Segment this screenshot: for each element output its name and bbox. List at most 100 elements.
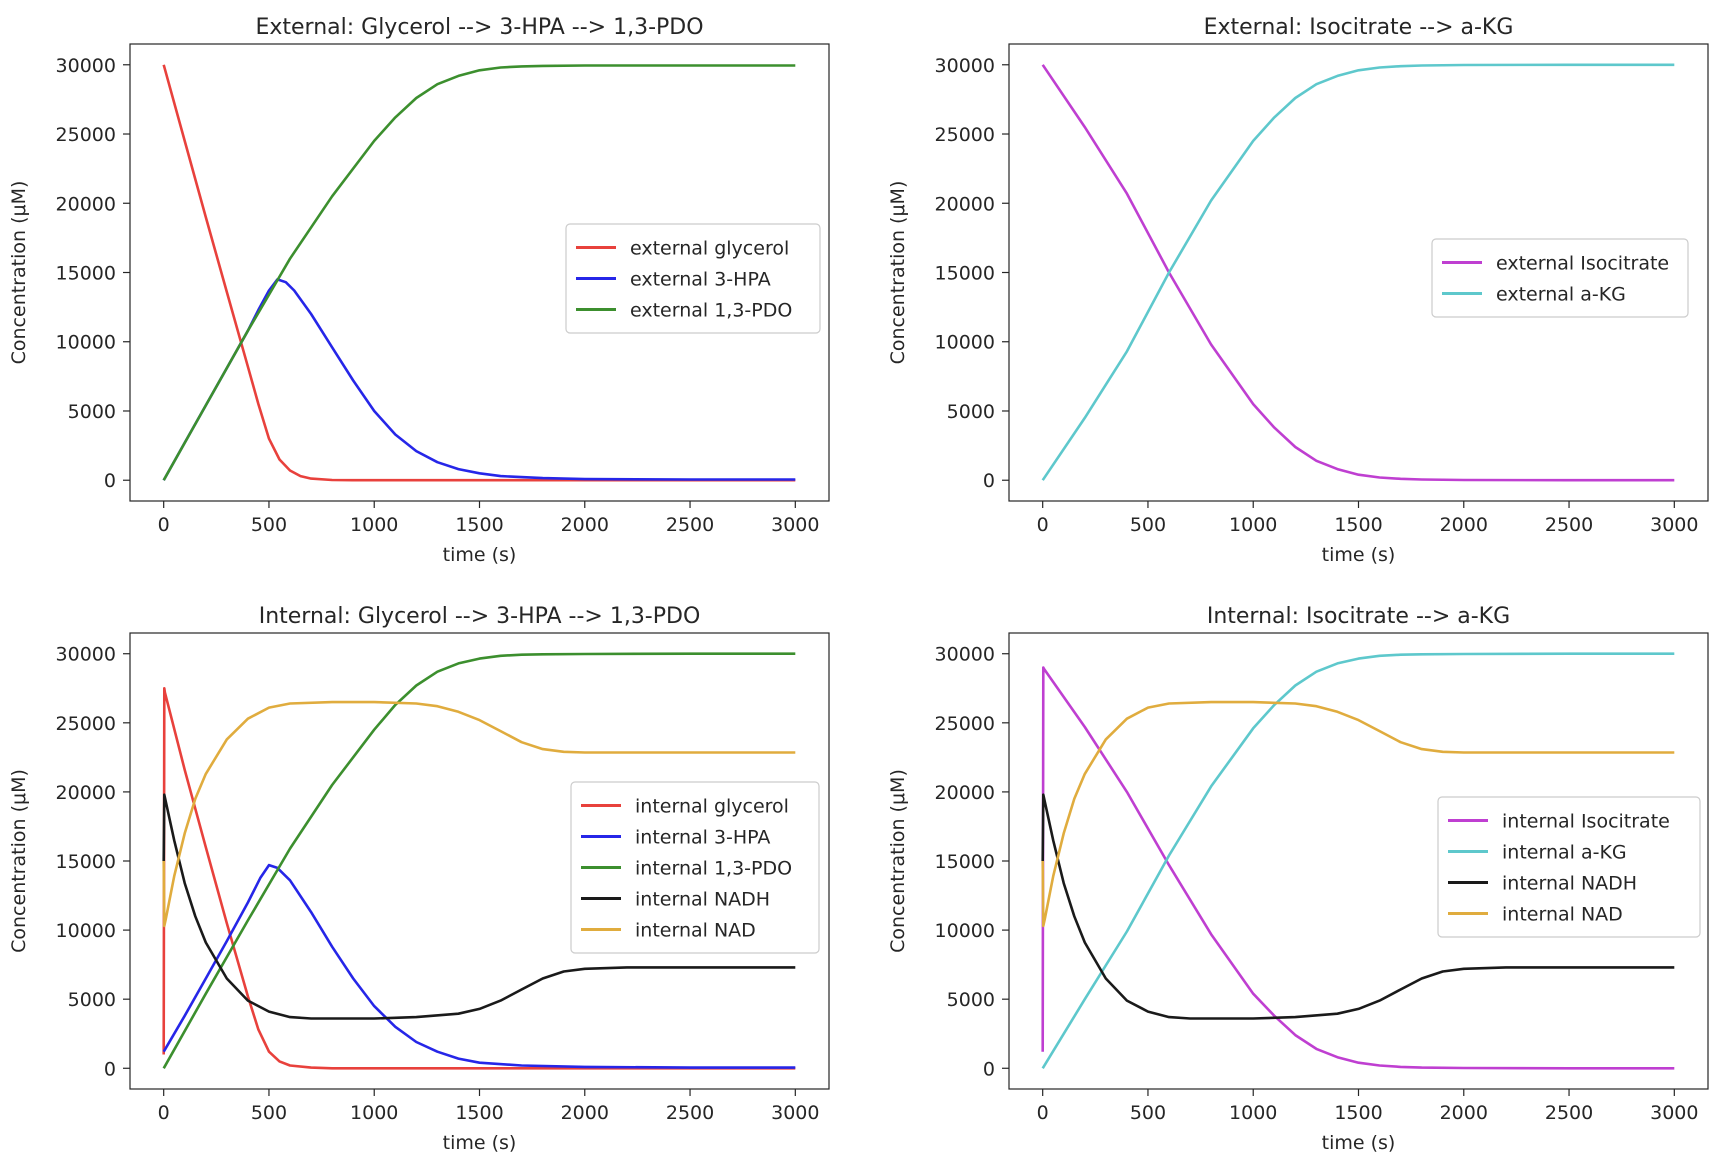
series-line-2 [1041, 652, 1675, 1069]
y-tick-label: 0 [104, 470, 116, 492]
x-tick-label: 1000 [350, 514, 398, 536]
y-tick-label: 30000 [935, 644, 995, 666]
y-tick-label: 0 [983, 470, 995, 492]
series-line-4 [162, 793, 796, 1020]
series-line-1 [162, 687, 796, 1070]
x-axis-label: time (s) [1322, 1132, 1396, 1154]
y-tick-label: 25000 [935, 713, 995, 735]
x-axis-label: time (s) [443, 544, 517, 566]
chart-panel-1: External: Glycerol --> 3-HPA --> 1,3-PDO… [8, 15, 830, 566]
y-tick-label: 30000 [935, 55, 995, 77]
x-tick-label: 1500 [1334, 514, 1382, 536]
y-tick-label: 10000 [935, 920, 995, 942]
y-tick-label: 5000 [68, 989, 116, 1011]
x-tick-label: 2000 [1440, 514, 1488, 536]
x-tick-label: 1500 [1334, 1102, 1382, 1124]
y-tick-label: 25000 [56, 713, 116, 735]
legend-label: external 3-HPA [630, 269, 771, 291]
y-axis-label: Concentration (μM) [887, 769, 909, 953]
series-lines [162, 64, 796, 482]
x-tick-label: 500 [251, 514, 287, 536]
x-tick-label: 2000 [561, 514, 609, 536]
series-line-5 [162, 700, 796, 928]
y-tick-label: 15000 [56, 851, 116, 873]
x-tick-label: 0 [1037, 514, 1049, 536]
legend-label: external glycerol [630, 238, 789, 260]
y-tick-label: 20000 [935, 782, 995, 804]
y-tick-label: 10000 [56, 920, 116, 942]
series-lines [1041, 652, 1675, 1070]
y-tick-label: 0 [104, 1058, 116, 1080]
x-tick-label: 1000 [1229, 1102, 1277, 1124]
series-line-1 [1041, 64, 1675, 482]
x-tick-label: 3000 [1650, 514, 1698, 536]
series-line-1 [162, 64, 796, 482]
y-tick-label: 15000 [935, 851, 995, 873]
chart-panel-4: Internal: Isocitrate --> a-KG 0 500 1000 150… [887, 604, 1709, 1154]
x-tick-label: 500 [1130, 1102, 1166, 1124]
series-line-2 [1041, 63, 1675, 481]
y-tick-label: 5000 [947, 401, 995, 423]
x-tick-label: 1000 [350, 1102, 398, 1124]
legend-label: external 1,3-PDO [630, 300, 792, 322]
y-tick-label: 25000 [935, 124, 995, 146]
x-tick-label: 3000 [771, 514, 819, 536]
y-tick-label: 15000 [56, 263, 116, 285]
x-axis-label: time (s) [443, 1132, 517, 1154]
x-tick-label: 1500 [455, 514, 503, 536]
legend-label: internal glycerol [635, 796, 789, 818]
chart-title: Internal: Glycerol --> 3-HPA --> 1,3-PDO [259, 604, 701, 629]
series-line-3 [162, 64, 796, 481]
chart-title: External: Glycerol --> 3-HPA --> 1,3-PDO [255, 15, 703, 40]
x-tick-label: 2500 [666, 514, 714, 536]
legend-label: internal 3-HPA [635, 827, 770, 849]
series-line-1 [1041, 666, 1675, 1070]
legend-label: internal a-KG [1502, 842, 1627, 864]
legend-box [1437, 796, 1701, 938]
x-tick-label: 3000 [1650, 1102, 1698, 1124]
legend-label: internal NAD [635, 920, 756, 942]
y-axis-label: Concentration (μM) [8, 181, 30, 365]
y-tick-label: 5000 [947, 989, 995, 1011]
chart-title: Internal: Isocitrate --> a-KG [1207, 604, 1510, 629]
legend-box [570, 781, 820, 954]
legend: external Isocitrate external a-KG [1431, 238, 1689, 318]
x-axis-label: time (s) [1322, 544, 1396, 566]
legend-label: internal 1,3-PDO [635, 858, 792, 880]
x-tick-label: 500 [1130, 514, 1166, 536]
y-tick-label: 30000 [56, 55, 116, 77]
y-axis-label: Concentration (μM) [8, 769, 30, 953]
series-line-2 [162, 863, 796, 1069]
x-tick-label: 0 [158, 1102, 170, 1124]
x-tick-label: 0 [1037, 1102, 1049, 1124]
series-line-3 [162, 652, 796, 1069]
y-tick-label: 5000 [68, 401, 116, 423]
chart-title: External: Isocitrate --> a-KG [1204, 15, 1514, 40]
x-tick-label: 3000 [771, 1102, 819, 1124]
legend-label: internal NADH [1502, 873, 1637, 895]
legend-box [565, 223, 821, 334]
x-tick-label: 1500 [455, 1102, 503, 1124]
series-lines [162, 652, 796, 1070]
legend-box [1431, 238, 1689, 318]
y-tick-label: 20000 [935, 193, 995, 215]
x-tick-label: 0 [158, 514, 170, 536]
y-tick-label: 15000 [935, 263, 995, 285]
y-axis-label: Concentration (μM) [887, 181, 909, 365]
x-tick-label: 2000 [1440, 1102, 1488, 1124]
series-line-4 [1041, 700, 1675, 928]
legend: internal Isocitrate internal a-KG internal… [1437, 796, 1701, 938]
legend-label: external Isocitrate [1496, 253, 1669, 275]
x-tick-label: 1000 [1229, 514, 1277, 536]
series-line-3 [1041, 793, 1675, 1020]
legend-label: internal NADH [635, 889, 770, 911]
y-tick-label: 20000 [56, 193, 116, 215]
chart-panel-3: Internal: Glycerol --> 3-HPA --> 1,3-PDO… [8, 604, 830, 1154]
legend: internal glycerol internal 3-HPA internal … [570, 781, 820, 954]
legend-label: internal NAD [1502, 904, 1623, 926]
x-tick-label: 2500 [1545, 514, 1593, 536]
series-lines [1041, 63, 1675, 482]
y-tick-label: 20000 [56, 782, 116, 804]
y-tick-label: 30000 [56, 644, 116, 666]
